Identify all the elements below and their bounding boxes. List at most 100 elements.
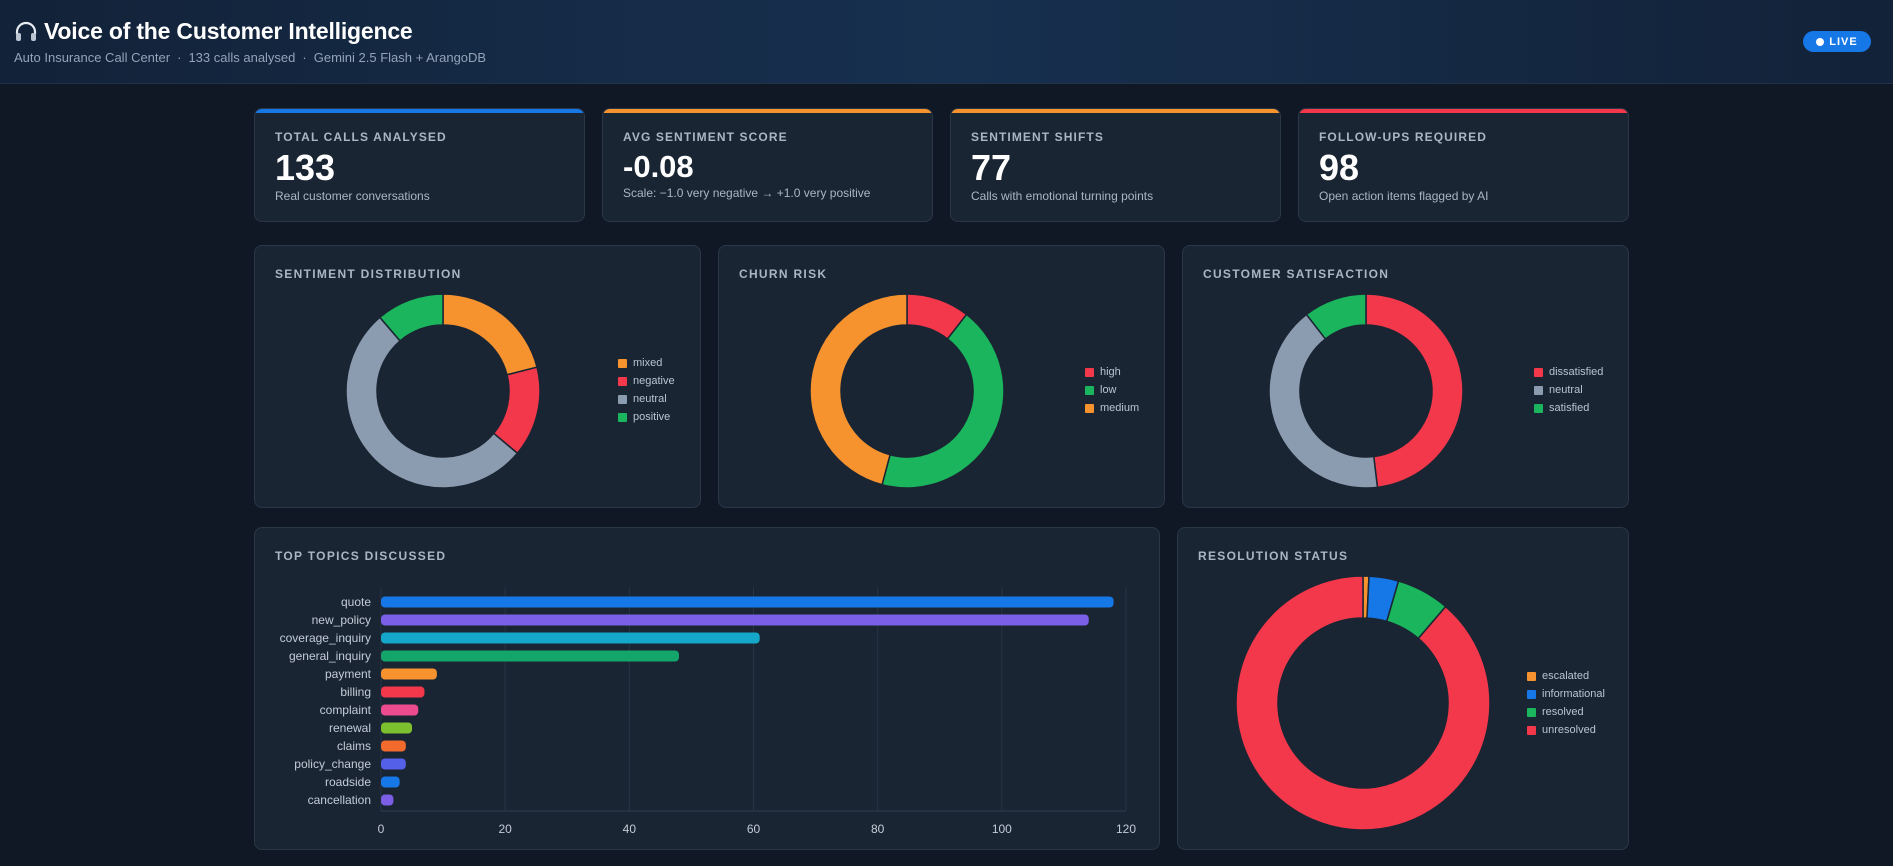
bar-policy_change[interactable] bbox=[381, 758, 406, 770]
kpi-description: Scale: −1.0 very negative → +1.0 very po… bbox=[623, 186, 871, 200]
legend-swatch bbox=[1534, 403, 1543, 413]
chart-legend: mixed negative neutral positive bbox=[618, 354, 675, 426]
legend-label: positive bbox=[633, 411, 671, 423]
donut-slice-medium[interactable] bbox=[809, 293, 908, 486]
legend-item-neutral[interactable]: neutral bbox=[1534, 381, 1603, 399]
legend-item-escalated[interactable]: escalated bbox=[1527, 667, 1605, 685]
legend-label: low bbox=[1100, 384, 1117, 396]
legend-swatch bbox=[618, 394, 627, 404]
y-tick-label: cancellation bbox=[308, 793, 371, 807]
kpi-accent-bar bbox=[603, 109, 932, 113]
legend-item-low[interactable]: low bbox=[1085, 381, 1139, 399]
y-tick-label: general_inquiry bbox=[289, 649, 371, 663]
donut-slice-dissatisfied[interactable] bbox=[1365, 293, 1464, 489]
donut-slice-unresolved[interactable] bbox=[1235, 575, 1491, 831]
panel-title: RESOLUTION STATUS bbox=[1198, 549, 1349, 563]
y-tick-label: quote bbox=[341, 595, 371, 609]
donut-slice-low[interactable] bbox=[881, 313, 1005, 489]
legend-item-medium[interactable]: medium bbox=[1085, 399, 1139, 417]
bar-quote[interactable] bbox=[381, 596, 1114, 608]
y-tick-label: payment bbox=[325, 667, 372, 681]
bar-coverage_inquiry[interactable] bbox=[381, 632, 760, 644]
bar-claims[interactable] bbox=[381, 740, 406, 752]
legend-item-satisfied[interactable]: satisfied bbox=[1534, 399, 1603, 417]
bar-cancellation[interactable] bbox=[381, 794, 394, 806]
legend-item-unresolved[interactable]: unresolved bbox=[1527, 721, 1605, 739]
resolution-status-panel: RESOLUTION STATUS escalated informational… bbox=[1177, 527, 1629, 850]
satisfaction-donut-chart bbox=[1268, 293, 1464, 489]
legend-item-high[interactable]: high bbox=[1085, 363, 1139, 381]
kpi-card-sentiment-shifts: SENTIMENT SHIFTS 77 Calls with emotional… bbox=[950, 108, 1281, 222]
kpi-value: 133 bbox=[275, 147, 336, 188]
legend-swatch bbox=[1527, 707, 1536, 717]
legend-item-negative[interactable]: negative bbox=[618, 372, 675, 390]
legend-label: neutral bbox=[633, 393, 667, 405]
bar-renewal[interactable] bbox=[381, 722, 413, 734]
legend-item-neutral[interactable]: neutral bbox=[618, 390, 675, 408]
x-tick-label: 80 bbox=[871, 822, 885, 836]
kpi-card-total-calls: TOTAL CALLS ANALYSED 133 Real customer c… bbox=[254, 108, 585, 222]
kpi-label: SENTIMENT SHIFTS bbox=[971, 130, 1104, 144]
bar-roadside[interactable] bbox=[381, 776, 400, 788]
bar-payment[interactable] bbox=[381, 668, 437, 680]
y-tick-label: coverage_inquiry bbox=[280, 631, 371, 645]
resolution-donut-chart bbox=[1235, 575, 1491, 831]
legend-label: informational bbox=[1542, 688, 1605, 700]
page-title: Voice of the Customer Intelligence bbox=[44, 18, 413, 44]
kpi-accent-bar bbox=[255, 109, 584, 113]
topics-bar-chart: quote new_policy coverage_inquiry general_i… bbox=[280, 587, 1136, 836]
y-tick-label: complaint bbox=[320, 703, 372, 717]
legend-label: dissatisfied bbox=[1549, 366, 1604, 378]
donut-slice-satisfied[interactable] bbox=[1305, 293, 1367, 340]
churn-risk-panel: CHURN RISK high low medium bbox=[718, 245, 1165, 508]
kpi-description: Calls with emotional turning points bbox=[971, 189, 1154, 203]
kpi-value: 77 bbox=[971, 147, 1012, 188]
bar-general_inquiry[interactable] bbox=[381, 650, 679, 662]
legend-swatch bbox=[618, 412, 627, 422]
subtitle-separator: · bbox=[302, 50, 307, 65]
page-subtitle: Auto Insurance Call Center · 133 calls ana… bbox=[14, 50, 486, 65]
donut-slice-mixed[interactable] bbox=[442, 293, 538, 376]
legend-item-mixed[interactable]: mixed bbox=[618, 354, 675, 372]
kpi-label: FOLLOW-UPS REQUIRED bbox=[1319, 130, 1487, 144]
donut-slice-neutral[interactable] bbox=[1268, 313, 1379, 489]
bar-new_policy[interactable] bbox=[381, 614, 1089, 626]
panel-title: TOP TOPICS DISCUSSED bbox=[275, 549, 447, 563]
legend-item-informational[interactable]: informational bbox=[1527, 685, 1605, 703]
legend-swatch bbox=[1527, 725, 1536, 735]
legend-item-dissatisfied[interactable]: dissatisfied bbox=[1534, 363, 1603, 381]
legend-swatch bbox=[1527, 671, 1536, 681]
chart-legend: dissatisfied neutral satisfied bbox=[1534, 363, 1603, 417]
kpi-description: Open action items flagged by AI bbox=[1319, 189, 1489, 203]
panel-title: CHURN RISK bbox=[739, 267, 828, 281]
x-tick-label: 40 bbox=[623, 822, 637, 836]
kpi-card-follow-ups: FOLLOW-UPS REQUIRED 98 Open action items… bbox=[1298, 108, 1629, 222]
legend-label: medium bbox=[1100, 402, 1140, 414]
donut-slice-positive[interactable] bbox=[378, 293, 444, 342]
legend-item-positive[interactable]: positive bbox=[618, 408, 675, 426]
subtitle-call-count: 133 calls analysed bbox=[188, 50, 296, 65]
legend-item-resolved[interactable]: resolved bbox=[1527, 703, 1605, 721]
bar-complaint[interactable] bbox=[381, 704, 419, 716]
kpi-label: TOTAL CALLS ANALYSED bbox=[275, 130, 447, 144]
kpi-description: Real customer conversations bbox=[275, 189, 430, 203]
legend-label: high bbox=[1100, 366, 1121, 378]
panel-title: SENTIMENT DISTRIBUTION bbox=[275, 267, 462, 281]
sentiment-distribution-panel: SENTIMENT DISTRIBUTION mixed negative neut… bbox=[254, 245, 701, 508]
y-tick-label: billing bbox=[340, 685, 371, 699]
legend-label: neutral bbox=[1549, 384, 1583, 396]
live-badge: LIVE bbox=[1803, 31, 1871, 52]
legend-swatch bbox=[1085, 367, 1094, 377]
panel-title: CUSTOMER SATISFACTION bbox=[1203, 267, 1390, 281]
subtitle-context: Auto Insurance Call Center bbox=[14, 50, 171, 65]
kpi-accent-bar bbox=[951, 109, 1280, 113]
legend-swatch bbox=[618, 376, 627, 386]
y-tick-label: new_policy bbox=[312, 613, 371, 627]
legend-label: resolved bbox=[1542, 706, 1584, 718]
y-tick-label: claims bbox=[337, 739, 371, 753]
subtitle-separator: · bbox=[177, 50, 182, 65]
legend-swatch bbox=[1534, 367, 1543, 377]
donut-slice-neutral[interactable] bbox=[345, 316, 519, 489]
bar-billing[interactable] bbox=[381, 686, 425, 698]
